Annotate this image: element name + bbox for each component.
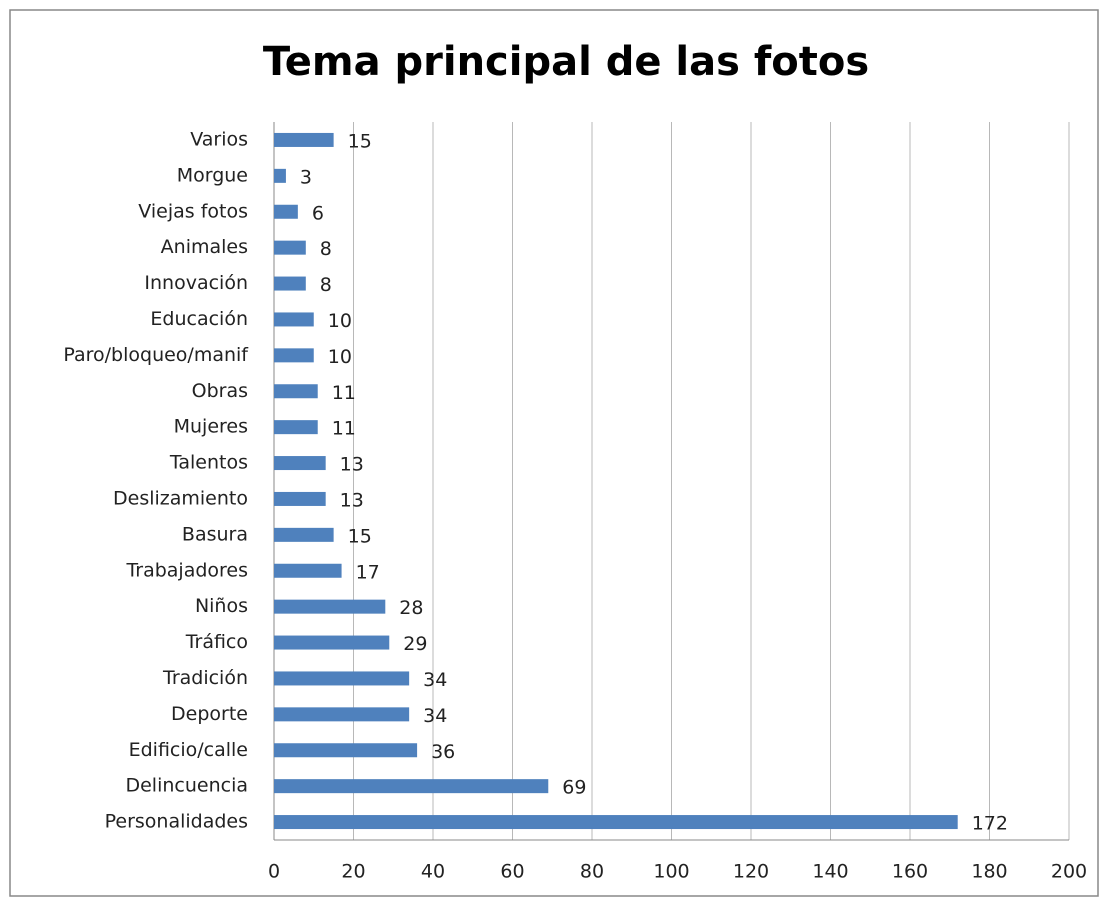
- value-label: 8: [320, 238, 332, 260]
- value-label: 17: [356, 561, 380, 583]
- bar: [274, 132, 334, 147]
- bar: [274, 204, 298, 219]
- chart-frame: [9, 9, 1099, 897]
- y-tick-label: Viejas fotos: [138, 200, 248, 222]
- y-tick-label: Deporte: [171, 703, 248, 725]
- value-label: 15: [348, 525, 372, 547]
- bar: [274, 456, 326, 471]
- bar: [274, 527, 334, 542]
- value-label: 28: [399, 597, 423, 619]
- bar: [274, 599, 386, 614]
- value-label: 15: [348, 130, 372, 152]
- y-tick-label: Varios: [190, 128, 248, 150]
- x-tick-label: 180: [971, 861, 1007, 883]
- y-tick-label: Edificio/calle: [129, 739, 248, 761]
- bar: [274, 240, 306, 255]
- bar: [274, 671, 410, 686]
- y-tick-label: Deslizamiento: [113, 487, 248, 509]
- value-label: 29: [403, 633, 427, 655]
- y-tick-label: Talentos: [169, 452, 248, 474]
- bar: [274, 420, 318, 435]
- bar: [274, 276, 306, 291]
- y-tick-label: Basura: [182, 523, 248, 545]
- y-tick-label: Mujeres: [174, 416, 248, 438]
- y-tick-label: Delincuencia: [125, 775, 248, 797]
- x-tick-label: 40: [421, 861, 445, 883]
- bar: [274, 779, 549, 794]
- bar: [274, 168, 286, 183]
- chart-title: Tema principal de las fotos: [263, 39, 869, 85]
- value-label: 36: [431, 741, 455, 763]
- bar: [274, 384, 318, 399]
- y-tick-label: Personalidades: [105, 811, 248, 833]
- bar: [274, 563, 342, 578]
- value-label: 34: [423, 669, 447, 691]
- x-tick-label: 0: [268, 861, 280, 883]
- value-label: 13: [340, 454, 364, 476]
- x-tick-label: 160: [892, 861, 928, 883]
- bar: [274, 815, 958, 830]
- y-tick-label: Innovación: [144, 272, 248, 294]
- value-label: 10: [328, 310, 352, 332]
- value-label: 13: [340, 489, 364, 511]
- x-tick-label: 100: [653, 861, 689, 883]
- y-tick-label: Niños: [195, 595, 248, 617]
- bar: [274, 743, 418, 758]
- value-label: 3: [300, 166, 312, 188]
- x-tick-label: 20: [341, 861, 365, 883]
- value-label: 10: [328, 346, 352, 368]
- y-tick-label: Obras: [192, 380, 248, 402]
- bar: [274, 707, 410, 722]
- y-tick-label: Morgue: [177, 164, 248, 186]
- value-label: 69: [562, 777, 586, 799]
- bar: [274, 348, 314, 363]
- y-tick-label: Trabajadores: [125, 559, 248, 581]
- value-label: 34: [423, 705, 447, 727]
- value-label: 11: [332, 418, 356, 440]
- value-label: 8: [320, 274, 332, 296]
- y-tick-label: Tradición: [162, 667, 248, 689]
- x-tick-label: 140: [812, 861, 848, 883]
- bar: [274, 635, 390, 650]
- y-tick-label: Educación: [150, 308, 248, 330]
- value-label: 6: [312, 202, 324, 224]
- x-tick-label: 200: [1051, 861, 1087, 883]
- x-tick-label: 60: [500, 861, 524, 883]
- value-label: 172: [972, 813, 1008, 835]
- y-tick-label: Animales: [161, 236, 248, 258]
- bar: [274, 491, 326, 506]
- value-label: 11: [332, 382, 356, 404]
- x-tick-label: 80: [580, 861, 604, 883]
- y-tick-label: Tráfico: [185, 631, 248, 653]
- x-tick-label: 120: [733, 861, 769, 883]
- y-tick-label: Paro/bloqueo/manif: [63, 344, 249, 366]
- bar: [274, 312, 314, 327]
